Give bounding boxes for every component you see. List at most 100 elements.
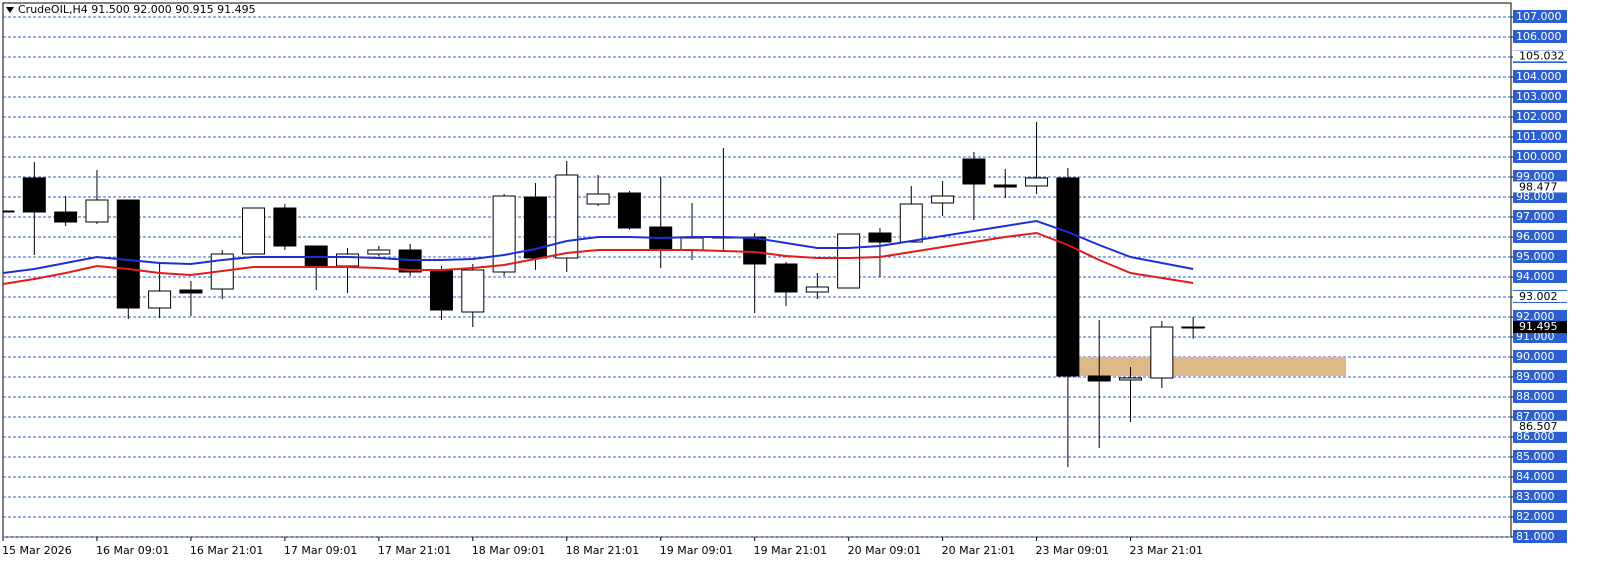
y-tick-label: 90.000 bbox=[1516, 350, 1555, 363]
y-tick-label: 97.000 bbox=[1516, 210, 1555, 223]
y-tick-label: 103.000 bbox=[1516, 90, 1562, 103]
y-tick-label-bg bbox=[1513, 330, 1567, 343]
candle-body bbox=[429, 269, 453, 311]
x-tick-label: 23 Mar 09:01 bbox=[1036, 544, 1109, 557]
y-tick-label: 91.000 bbox=[1516, 330, 1555, 343]
y-tick-label-bg bbox=[1513, 450, 1567, 463]
y-tick-label: 92.000 bbox=[1516, 310, 1555, 323]
x-tick-label: 16 Mar 21:01 bbox=[190, 544, 263, 557]
candle-body bbox=[805, 286, 829, 293]
candle-body bbox=[1056, 177, 1080, 377]
y-tick-label: 94.000 bbox=[1516, 270, 1555, 283]
candle-body bbox=[617, 192, 641, 229]
y-tick-label: 89.000 bbox=[1516, 370, 1555, 383]
candle-body bbox=[899, 203, 923, 243]
y-tick-label-bg bbox=[1513, 190, 1567, 203]
y-tick-label-bg bbox=[1513, 310, 1567, 323]
candle-body bbox=[1150, 326, 1174, 379]
y-tick-label: 86.000 bbox=[1516, 430, 1555, 443]
candle-body bbox=[336, 253, 360, 267]
price-label: 86.507 bbox=[1519, 420, 1558, 433]
y-tick-label: 104.000 bbox=[1516, 70, 1562, 83]
candle-body bbox=[837, 233, 861, 289]
candle-body bbox=[1025, 177, 1049, 187]
y-tick-label-bg bbox=[1513, 30, 1567, 43]
x-tick-label: 17 Mar 21:01 bbox=[378, 544, 451, 557]
y-tick-label-bg bbox=[1513, 230, 1567, 243]
y-tick-label: 87.000 bbox=[1516, 410, 1555, 423]
y-tick-label-bg bbox=[1513, 150, 1567, 163]
y-tick-label-bg bbox=[1513, 410, 1567, 423]
y-tick-label: 88.000 bbox=[1516, 390, 1555, 403]
y-tick-label: 101.000 bbox=[1516, 130, 1562, 143]
y-tick-label-bg bbox=[1513, 470, 1567, 483]
candle-body bbox=[931, 195, 955, 204]
price-label-bg bbox=[1513, 290, 1567, 302]
x-tick-label: 17 Mar 09:01 bbox=[284, 544, 357, 557]
y-tick-label: 83.000 bbox=[1516, 490, 1555, 503]
price-label: 93.002 bbox=[1519, 290, 1558, 303]
y-tick-label: 84.000 bbox=[1516, 470, 1555, 483]
x-tick-label: 19 Mar 09:01 bbox=[660, 544, 733, 557]
x-tick-label: 23 Mar 21:01 bbox=[1130, 544, 1203, 557]
y-tick-label: 96.000 bbox=[1516, 230, 1555, 243]
candle-body bbox=[774, 263, 798, 293]
price-label-bg bbox=[1513, 50, 1567, 62]
candle-body bbox=[680, 237, 704, 251]
candle-body bbox=[1087, 375, 1111, 382]
x-tick-label: 18 Mar 09:01 bbox=[472, 544, 545, 557]
candle-body bbox=[586, 193, 610, 205]
x-tick-label: 16 Mar 09:01 bbox=[96, 544, 169, 557]
candle-body bbox=[116, 199, 140, 309]
candle-body bbox=[242, 207, 266, 255]
chart-title: CrudeOIL,H4 91.500 92.000 90.915 91.495 bbox=[18, 3, 256, 16]
candle-body bbox=[179, 289, 203, 294]
y-tick-label-bg bbox=[1513, 490, 1567, 503]
candle-body bbox=[555, 174, 579, 259]
y-tick-label-bg bbox=[1513, 250, 1567, 263]
candle-body bbox=[461, 269, 485, 313]
candle-body bbox=[1119, 377, 1143, 381]
y-tick-label-bg bbox=[1513, 390, 1567, 403]
candle-body bbox=[993, 184, 1017, 188]
candle-body bbox=[85, 199, 109, 223]
current-price-bg bbox=[1513, 321, 1567, 334]
y-tick-label-bg bbox=[1513, 270, 1567, 283]
collapse-arrow[interactable] bbox=[6, 7, 14, 13]
candle-body bbox=[962, 158, 986, 185]
y-tick-label-bg bbox=[1513, 90, 1567, 103]
y-tick-label: 81.000 bbox=[1516, 530, 1555, 543]
y-tick-label: 100.000 bbox=[1516, 150, 1562, 163]
candle-body bbox=[743, 236, 767, 265]
price-label: 98.477 bbox=[1519, 180, 1558, 193]
plot-frame bbox=[2, 2, 1512, 538]
y-tick-label: 82.000 bbox=[1516, 510, 1555, 523]
price-zone bbox=[1077, 357, 1346, 376]
y-tick-label-bg bbox=[1513, 70, 1567, 83]
x-tick-label: 18 Mar 21:01 bbox=[566, 544, 639, 557]
candle-body bbox=[3, 210, 15, 213]
y-tick-label-bg bbox=[1513, 110, 1567, 123]
moving-average bbox=[3, 231, 1194, 285]
x-tick-label: 20 Mar 09:01 bbox=[848, 544, 921, 557]
candle-body bbox=[22, 177, 46, 213]
y-tick-label-bg bbox=[1513, 10, 1567, 23]
candle-body bbox=[367, 249, 391, 255]
x-tick-label: 20 Mar 21:01 bbox=[942, 544, 1015, 557]
y-tick-label: 85.000 bbox=[1516, 450, 1555, 463]
candle-body bbox=[148, 290, 172, 309]
price-label-bg bbox=[1513, 181, 1567, 193]
y-tick-label: 106.000 bbox=[1516, 30, 1562, 43]
price-label: 105.032 bbox=[1519, 49, 1565, 62]
y-tick-label-bg bbox=[1513, 210, 1567, 223]
y-tick-label-bg bbox=[1513, 510, 1567, 523]
candle-body bbox=[273, 207, 297, 247]
price-label-bg bbox=[1513, 420, 1567, 432]
y-tick-label: 102.000 bbox=[1516, 110, 1562, 123]
candle-body bbox=[868, 232, 892, 243]
candle-body bbox=[54, 211, 78, 223]
y-tick-label-bg bbox=[1513, 350, 1567, 363]
current-price-label: 91.495 bbox=[1519, 320, 1558, 333]
x-tick-label: 15 Mar 2026 bbox=[2, 544, 72, 557]
